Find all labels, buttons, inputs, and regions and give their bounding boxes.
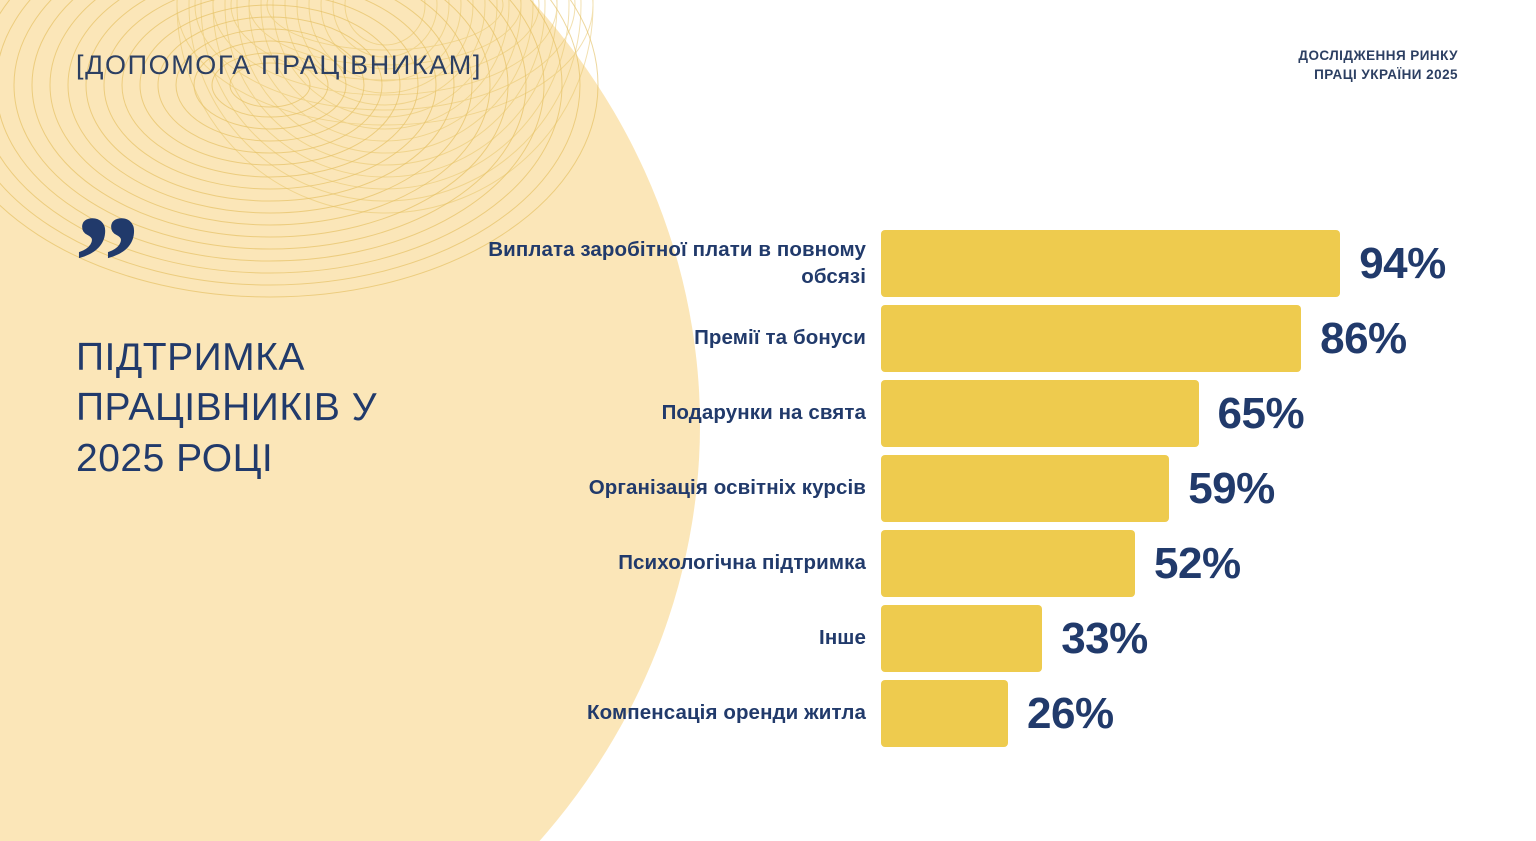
bar-and-value: 59% (881, 455, 1275, 522)
bar (881, 680, 1008, 747)
bar-value-label: 33% (1061, 613, 1148, 663)
chart-row: Премії та бонуси 86% (0, 305, 1536, 372)
bar (881, 230, 1341, 297)
bar (881, 530, 1136, 597)
horizontal-bar-chart: Виплата заробітної плати в повному обсяз… (0, 230, 1536, 755)
bar-value-label: 94% (1359, 238, 1446, 288)
page-title: ПІДТРИМКА ПРАЦІВНИКІВ У 2025 РОЦІ (76, 336, 378, 480)
chart-row: Організація освітніх курсів 59% (0, 455, 1536, 522)
bar-value-label: 86% (1320, 313, 1407, 363)
bar-value-label: 52% (1154, 538, 1241, 588)
bar-category-label: Психологічна підтримка (618, 551, 866, 575)
bar-and-value: 33% (881, 605, 1148, 672)
kicker-line-1: ДОСЛІДЖЕННЯ РИНКУ (1298, 48, 1458, 63)
bar-and-value: 86% (881, 305, 1407, 372)
bar-category-label: Інше (819, 626, 866, 650)
bar-and-value: 52% (881, 530, 1241, 597)
quote-mark-icon: ” (74, 188, 140, 335)
chart-row: Інше 33% (0, 605, 1536, 672)
bar-category-label: Подарунки на свята (661, 401, 866, 425)
bar-category-label: Організація освітніх курсів (588, 476, 866, 500)
report-kicker: ДОСЛІДЖЕННЯ РИНКУ ПРАЦІ УКРАЇНИ 2025 (1298, 46, 1458, 84)
bar-category-label: Виплата заробітної плати в повному обсяз… (488, 238, 866, 288)
bar-value-label: 59% (1188, 463, 1275, 513)
bar-value-label: 26% (1027, 688, 1114, 738)
bar (881, 605, 1043, 672)
bar (881, 380, 1199, 447)
bar (881, 455, 1170, 522)
eyebrow-heading: [ДОПОМОГА ПРАЦІВНИКАМ] (76, 50, 482, 80)
bar-and-value: 94% (881, 230, 1446, 297)
chart-row: Подарунки на свята 65% (0, 380, 1536, 447)
cream-blob-shape (0, 0, 700, 841)
chart-row: Виплата заробітної плати в повному обсяз… (0, 230, 1536, 297)
bar-and-value: 26% (881, 680, 1114, 747)
chart-row: Психологічна підтримка 52% (0, 530, 1536, 597)
kicker-line-2: ПРАЦІ УКРАЇНИ 2025 (1314, 67, 1458, 83)
bar-category-label: Премії та бонуси (694, 326, 866, 350)
bar-category-label: Компенсація оренди житла (587, 701, 866, 725)
concentric-lines-decoration-left (0, 0, 599, 298)
bar-value-label: 65% (1217, 388, 1305, 438)
bar (881, 305, 1302, 372)
concentric-lines-decoration-right (176, 0, 594, 214)
chart-row: Компенсація оренди житла 26% (0, 680, 1536, 747)
bar-and-value: 65% (881, 380, 1305, 447)
